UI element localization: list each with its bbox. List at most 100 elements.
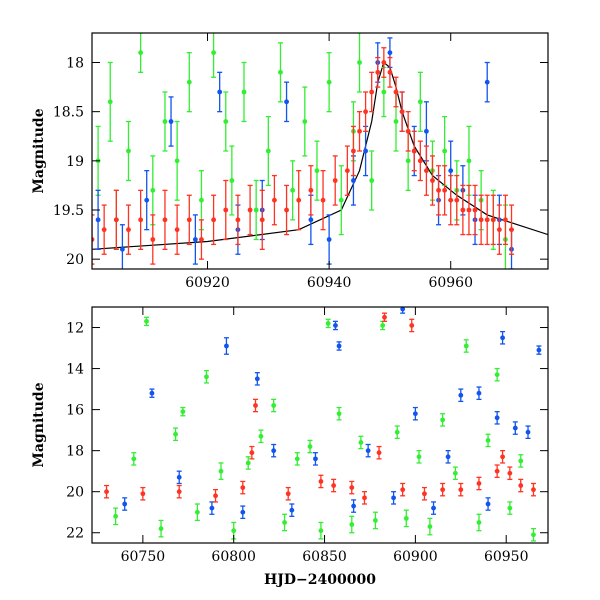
data-point-green xyxy=(158,519,164,538)
data-point-green xyxy=(336,406,342,421)
data-point-blue xyxy=(168,96,174,147)
data-point-green xyxy=(241,61,247,123)
data-point-green xyxy=(174,120,180,201)
data-point-blue xyxy=(431,501,437,515)
data-point-blue xyxy=(476,386,482,400)
data-point-red xyxy=(478,194,484,246)
data-point-green xyxy=(358,435,364,450)
data-point-red xyxy=(271,174,277,226)
data-point-green xyxy=(476,513,482,532)
data-point-green xyxy=(507,501,513,515)
data-point-blue xyxy=(536,345,542,355)
data-point-blue xyxy=(363,125,369,177)
data-point-blue xyxy=(312,452,318,466)
data-point-blue xyxy=(445,450,451,464)
data-point-blue xyxy=(271,443,277,458)
data-point-red xyxy=(174,204,180,255)
data-point-red xyxy=(399,91,405,132)
data-point-red xyxy=(296,170,302,231)
data-point-red xyxy=(101,204,107,255)
data-point-green xyxy=(271,398,277,413)
data-point-red xyxy=(476,476,482,491)
data-point-green xyxy=(452,466,458,481)
data-point-red xyxy=(211,194,217,246)
data-point-blue xyxy=(217,71,223,113)
data-point-green xyxy=(253,179,259,241)
top-panel-frame xyxy=(91,32,549,270)
top-panel-ylabel: Magnitude xyxy=(31,108,47,193)
data-point-red xyxy=(518,478,524,493)
data-point-red xyxy=(376,445,382,460)
data-point-red xyxy=(400,482,406,497)
data-point-green xyxy=(138,33,144,73)
data-point-blue xyxy=(144,170,150,231)
data-point-blue xyxy=(326,214,332,265)
data-point-green xyxy=(223,91,229,152)
data-point-green xyxy=(325,318,331,329)
data-point-blue xyxy=(149,388,155,398)
data-point-green xyxy=(417,71,423,132)
data-point-green xyxy=(530,527,536,542)
data-point-green xyxy=(150,155,156,226)
data-point-green xyxy=(369,150,375,211)
data-point-green xyxy=(294,452,300,466)
data-point-red xyxy=(349,480,355,495)
data-point-red xyxy=(284,184,290,236)
data-point-green xyxy=(290,160,296,221)
data-point-red xyxy=(362,491,368,505)
data-point-red xyxy=(387,56,393,88)
data-point-green xyxy=(186,52,192,113)
data-point-blue xyxy=(484,61,490,103)
data-point-red xyxy=(113,189,119,250)
data-point-blue xyxy=(254,372,260,386)
data-point-blue xyxy=(176,470,182,485)
data-point-red xyxy=(421,486,427,501)
data-point-red xyxy=(496,204,502,255)
data-point-green xyxy=(394,425,400,439)
data-point-green xyxy=(258,429,264,444)
data-point-red xyxy=(285,486,291,501)
data-point-blue xyxy=(412,406,418,421)
data-point-blue xyxy=(289,503,295,517)
data-point-blue xyxy=(512,421,518,435)
data-point-red xyxy=(411,130,417,172)
data-point-blue xyxy=(400,307,406,314)
x-tick-label: 60750 xyxy=(121,549,166,565)
data-point-blue xyxy=(525,425,531,439)
data-point-green xyxy=(282,513,288,532)
data-point-red xyxy=(454,174,460,226)
data-point-green xyxy=(144,316,150,327)
data-point-green xyxy=(403,509,409,528)
data-point-green xyxy=(218,462,224,481)
data-point-blue xyxy=(351,499,357,513)
data-point-blue xyxy=(494,411,500,425)
data-point-red xyxy=(442,165,448,216)
data-point-red xyxy=(331,478,337,493)
x-tick-label: 60800 xyxy=(211,549,256,565)
data-point-green xyxy=(349,515,355,534)
data-point-red xyxy=(381,47,387,78)
data-point-red xyxy=(502,194,508,246)
data-point-green xyxy=(427,517,433,536)
data-point-green xyxy=(338,165,344,236)
y-tick-label: 18 xyxy=(66,56,84,72)
data-point-red xyxy=(440,482,446,497)
data-point-red xyxy=(507,466,513,481)
data-point-green xyxy=(318,521,324,540)
data-point-red xyxy=(308,165,314,216)
data-point-blue xyxy=(458,388,464,403)
data-point-blue xyxy=(95,189,101,250)
data-point-red xyxy=(162,189,168,250)
data-point-red xyxy=(138,189,144,250)
data-point-red xyxy=(249,445,255,460)
data-point-blue xyxy=(122,497,128,511)
data-point-red xyxy=(247,184,253,236)
data-point-red xyxy=(381,312,387,323)
data-point-red xyxy=(318,474,324,489)
data-point-green xyxy=(416,450,422,464)
data-point-red xyxy=(466,184,472,236)
data-point-red xyxy=(458,482,464,497)
data-point-green xyxy=(211,33,217,78)
data-point-red xyxy=(150,214,156,265)
